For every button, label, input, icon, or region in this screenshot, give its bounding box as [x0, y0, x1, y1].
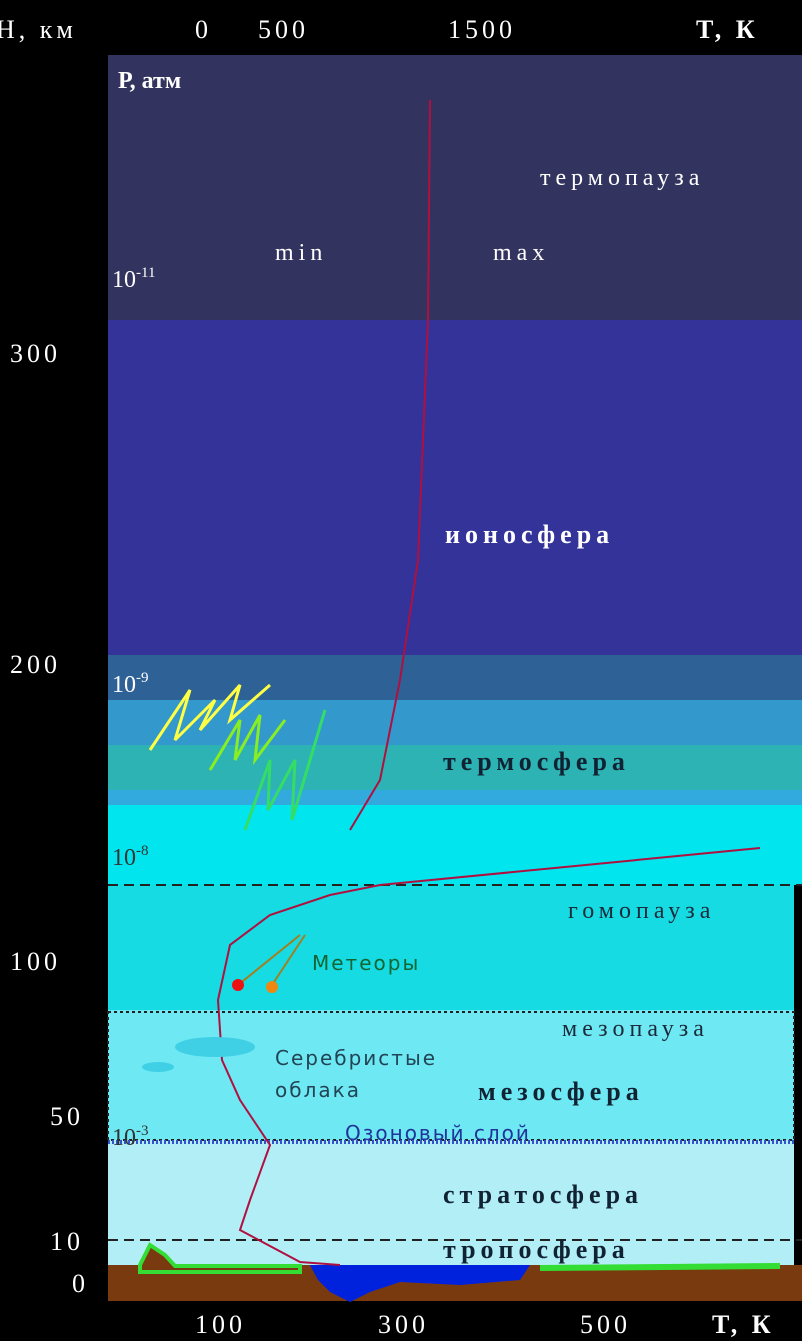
meteor-trail — [237, 934, 301, 986]
band — [108, 700, 802, 745]
band — [108, 1010, 794, 1140]
layer-label: термосфера — [443, 747, 630, 776]
boundaries — [107, 884, 802, 1241]
land — [138, 1242, 302, 1274]
layer-label: стратосфера — [443, 1180, 643, 1209]
aurora-streak — [243, 709, 327, 831]
band — [108, 885, 794, 1010]
temperature-curve — [216, 99, 761, 1266]
band — [108, 805, 802, 885]
noctilucent-cloud — [142, 1062, 174, 1072]
top-tick: 1500 — [448, 15, 516, 44]
axis-title: Н, км — [0, 15, 77, 44]
band — [108, 320, 802, 655]
band — [108, 790, 802, 805]
left-tick: 0 — [72, 1269, 89, 1298]
pressure: 10-3 — [112, 1123, 149, 1151]
top-tick: 0 — [195, 15, 212, 44]
band — [108, 745, 802, 790]
layer-label: мезопауза — [562, 1016, 709, 1042]
max-label: max — [493, 240, 549, 266]
ocean — [310, 1265, 530, 1302]
aurora-streak — [148, 683, 271, 751]
pressure-base: 10 — [112, 672, 136, 698]
band — [108, 55, 802, 320]
clouds-label: облака — [275, 1078, 361, 1102]
pressure: 10-9 — [112, 670, 149, 698]
aurora — [148, 683, 327, 831]
layer-label: ионосфера — [445, 520, 614, 549]
axis-unit: Т, К — [696, 15, 759, 44]
layer-label: мезосфера — [478, 1077, 644, 1106]
pressure-base: 10 — [112, 267, 136, 293]
left-tick: 100 — [10, 947, 61, 976]
ozone-label: Озоновый слой — [345, 1121, 531, 1145]
aurora-streak — [208, 714, 287, 771]
meteor-trail — [271, 934, 306, 986]
mesosphere-box — [107, 1011, 795, 1141]
layer-label: тропосфера — [443, 1235, 630, 1264]
min-label: min — [275, 240, 327, 266]
bottom-tick: 100 — [195, 1310, 246, 1339]
meteor — [266, 981, 278, 993]
pressure-exp: -3 — [136, 1123, 149, 1139]
pressure-title: Р, атм — [118, 68, 181, 94]
pressure-exp: -8 — [136, 843, 149, 859]
pressure-base: 10 — [112, 1125, 136, 1151]
bands — [108, 55, 802, 1302]
left-tick: 10 — [50, 1227, 84, 1256]
layer-label: гомопауза — [568, 898, 715, 924]
pressure-exp: -9 — [136, 670, 149, 686]
vegetation — [539, 1263, 781, 1271]
meteors-label: Метеоры — [312, 951, 420, 975]
left-tick: 200 — [10, 650, 61, 679]
layer-label: термопауза — [540, 165, 704, 191]
clouds-label: Серебристые — [275, 1046, 437, 1070]
bottom-tick: 300 — [378, 1310, 429, 1339]
band — [108, 655, 802, 700]
bottom-tick: 500 — [580, 1310, 631, 1339]
pressure: 10-11 — [112, 265, 155, 293]
left-tick: 300 — [10, 339, 61, 368]
meteor — [232, 979, 244, 991]
axis-unit: Т, К — [712, 1310, 775, 1339]
left-tick: 50 — [50, 1102, 84, 1131]
top-tick: 500 — [258, 15, 309, 44]
pressure-exp: -11 — [136, 265, 155, 281]
pressure-base: 10 — [112, 845, 136, 871]
pressure: 10-8 — [112, 843, 149, 871]
band — [108, 1140, 794, 1265]
noctilucent-cloud — [175, 1037, 255, 1057]
